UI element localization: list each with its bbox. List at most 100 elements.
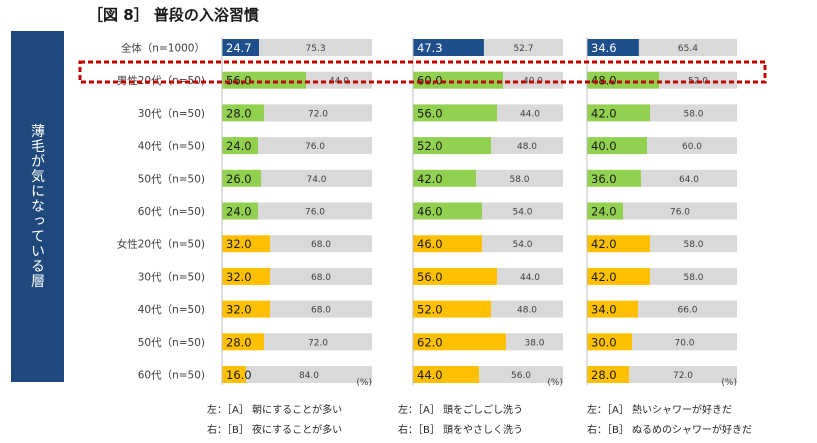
data-label-right: 75.3: [306, 44, 326, 54]
bar-left: [587, 267, 650, 285]
data-label-left: 56.0: [417, 106, 443, 120]
data-label-right: 72.0: [308, 109, 328, 119]
data-label-left: 46.0: [417, 205, 443, 219]
chart-panel: 34.6 65.448.0 52.042.0 58.040.0 60.036.0 64.0…: [586, 37, 737, 385]
bar-right: [623, 202, 737, 220]
data-label-left: 42.0: [591, 270, 617, 284]
bar-right: [491, 137, 563, 155]
bar-left: [413, 333, 506, 351]
row-labels: 全体（n=1000） 男性20代（n=50) 30代（n=50) 40代（n=50) 5…: [117, 42, 205, 382]
data-label-right: 44.0: [520, 109, 540, 119]
bar-left: [413, 267, 497, 285]
data-label-left: 28.0: [226, 106, 252, 120]
bar-left: [222, 300, 270, 318]
data-label-left: 46.0: [417, 237, 443, 251]
data-label-right: 72.0: [673, 371, 693, 381]
bar-left: [587, 137, 647, 155]
data-label-right: 65.4: [678, 44, 698, 54]
data-label-right: 58.0: [509, 175, 529, 185]
legend-left: 左：［A］ 朝にすることが多い: [207, 403, 342, 416]
bar-left: [413, 104, 497, 122]
bar-left: [413, 71, 503, 89]
data-label-right: 54.0: [512, 240, 532, 250]
bar-left: [587, 71, 659, 89]
bar-left: [222, 333, 264, 351]
data-label-right: 70.0: [674, 338, 694, 348]
bar-left: [413, 169, 476, 187]
bar-left: [413, 202, 482, 220]
bar-left: [587, 169, 641, 187]
unit-label: (%): [721, 378, 737, 388]
legend-right: 右：［B］ 頭をやさしく洗う: [398, 423, 523, 436]
bar-right: [506, 333, 563, 351]
data-label-left: 24.7: [226, 41, 252, 55]
data-label-left: 24.0: [591, 205, 617, 219]
bar-right: [259, 39, 372, 56]
data-label-left: 42.0: [417, 172, 443, 186]
data-label-right: 68.0: [311, 240, 331, 250]
legend-right: 右：［B］ ぬるめのシャワーが好きだ: [587, 423, 752, 436]
bar-right: [641, 169, 737, 187]
bar-right: [650, 104, 737, 122]
data-label-right: 44.0: [520, 273, 540, 283]
row-label: 女性20代（n=50): [117, 238, 205, 251]
data-label-left: 52.0: [417, 139, 443, 153]
bar-right: [261, 169, 372, 187]
row-label: 男性20代（n=50): [117, 74, 205, 87]
bar-left: [587, 300, 638, 318]
data-label-right: 56.0: [511, 371, 531, 381]
bar-left: [587, 235, 650, 253]
data-label-right: 58.0: [683, 109, 703, 119]
row-label: 30代（n=50): [138, 271, 205, 283]
unit-label: (%): [547, 378, 563, 388]
bar-left: [413, 366, 479, 383]
unit-label: (%): [356, 378, 372, 388]
bar-right: [483, 39, 563, 56]
bar-right: [264, 104, 372, 122]
bar-left: [587, 333, 632, 351]
data-label-left: 28.0: [591, 368, 617, 382]
bar-left: [587, 366, 629, 383]
bar-left: [413, 300, 491, 318]
row-label: 60代（n=50): [138, 370, 205, 382]
unit-labels: (%) (%) (%): [356, 378, 737, 388]
bar-left: [222, 169, 261, 187]
data-label-right: 76.0: [305, 142, 325, 152]
bar-right: [482, 235, 563, 253]
data-label-right: 54.0: [512, 208, 532, 218]
data-label-left: 42.0: [591, 237, 617, 251]
bar-left: [222, 137, 258, 155]
chart-panel: 47.3 52.760.0 40.056.0 44.052.0 48.042.0 58.0…: [412, 37, 563, 385]
data-label-right: 60.0: [682, 142, 702, 152]
bar-right: [629, 366, 737, 383]
bar-right: [479, 366, 563, 383]
row-label: 50代（n=50): [138, 173, 205, 185]
bar-right: [476, 169, 563, 187]
chart-panels: 24.7 75.3 56.0 44.0 28.0 72.0 24.0 76.0 26.0 74.0…: [221, 37, 737, 385]
data-label-right: 48.0: [517, 306, 537, 316]
data-label-right: 66.0: [677, 306, 697, 316]
bar-left: [222, 202, 258, 220]
data-label-left: 56.0: [226, 74, 252, 88]
bar-right: [246, 366, 372, 383]
data-label-right: 58.0: [683, 240, 703, 250]
bar-right: [258, 202, 372, 220]
bar-left: [587, 104, 650, 122]
bar-right: [638, 300, 737, 318]
legend-left: 左：［A］ 頭をごしごし洗う: [398, 403, 523, 416]
bar-left: [222, 366, 246, 383]
data-label-right: 48.0: [517, 142, 537, 152]
bar-left: [587, 202, 623, 220]
bar-right: [497, 267, 563, 285]
row-label: 30代（n=50): [138, 108, 205, 120]
data-label-left: 56.0: [417, 270, 443, 284]
data-label-right: 58.0: [683, 273, 703, 283]
bar-left: [222, 104, 264, 122]
data-label-right: 68.0: [311, 306, 331, 316]
bar-right: [306, 71, 372, 89]
bar-right: [650, 267, 737, 285]
bar-left: [222, 71, 306, 89]
data-label-left: 32.0: [226, 237, 252, 251]
